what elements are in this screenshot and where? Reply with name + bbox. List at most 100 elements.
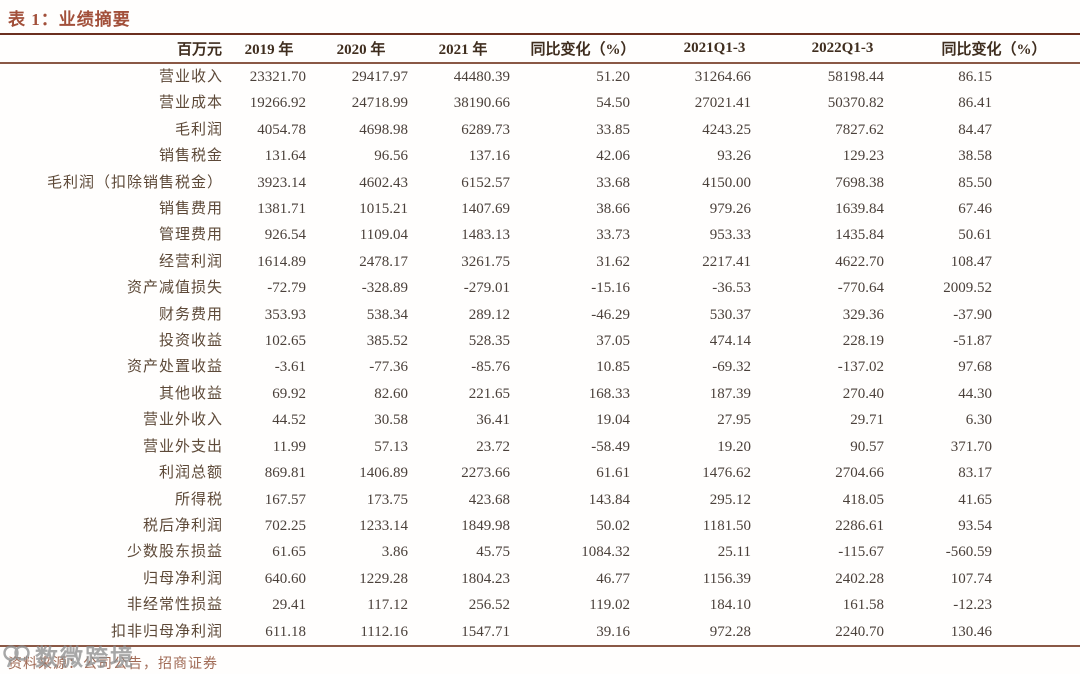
cell-value: 27.95 (717, 412, 751, 429)
cell-value: 31264.66 (694, 69, 751, 85)
cell-value: -69.32 (712, 359, 751, 376)
cell-value: -37.90 (953, 306, 992, 323)
cell-value: 119.02 (589, 597, 630, 614)
row-label: 销售费用 (158, 201, 223, 218)
row-label: 毛利润 (174, 121, 223, 138)
table-row: 营业收入 23321.70 29417.97 44480.39 51.20 31264.6… (0, 63, 1080, 90)
cell-value: -85.76 (471, 359, 510, 376)
cell-value: 39.16 (596, 623, 630, 640)
cell-value: 979.26 (709, 201, 751, 218)
cell-value: 353.93 (264, 306, 306, 323)
table-title: 表 1：业绩摘要 (8, 10, 131, 29)
table-row: 资产减值损失 -72.79 -328.89 -279.01 -15.16 -36.53 -7… (0, 275, 1080, 301)
cell-value: 167.57 (264, 491, 306, 508)
cell-value: 2704.66 (835, 465, 884, 482)
table-row: 营业外收入 44.52 30.58 36.41 19.04 27.95 29.71 6.30 (0, 407, 1080, 433)
cell-value: 29.41 (272, 597, 306, 614)
table-row: 扣非归母净利润 611.18 1112.16 1547.71 39.16 972.28 22… (0, 619, 1080, 646)
row-label: 营业成本 (158, 95, 223, 112)
cell-value: 4054.78 (257, 121, 306, 138)
cell-value: 57.13 (374, 438, 408, 455)
cell-value: 102.65 (264, 333, 306, 350)
cell-value: 1112.16 (360, 623, 408, 640)
cell-value: 256.52 (468, 597, 510, 614)
cell-value: 2402.28 (835, 570, 884, 587)
cell-value: 423.68 (468, 491, 510, 508)
cell-value: -279.01 (463, 280, 510, 297)
row-label: 投资收益 (158, 333, 223, 350)
cell-value: 38.58 (958, 148, 992, 165)
cell-value: 1407.69 (461, 201, 510, 218)
row-label: 资产减值损失 (126, 280, 223, 297)
table-row: 资产处置收益 -3.61 -77.36 -85.76 10.85 -69.32 -137.0… (0, 354, 1080, 380)
row-label: 税后净利润 (142, 517, 223, 534)
row-label: 营业外收入 (142, 412, 223, 429)
row-label: 少数股东损益 (126, 544, 223, 561)
cell-value: 1233.14 (359, 517, 408, 534)
cell-value: 6289.73 (461, 121, 510, 138)
cell-value: 640.60 (264, 570, 306, 587)
cell-value: -46.29 (591, 306, 630, 323)
cell-value: 1639.84 (835, 201, 884, 218)
row-label: 销售税金 (158, 148, 223, 165)
table-row: 经营利润 1614.89 2478.17 3261.75 31.62 2217.41 462… (0, 249, 1080, 275)
cell-value: 530.37 (709, 306, 751, 323)
cell-value: -770.64 (837, 280, 884, 297)
header-unit: 百万元 (0, 35, 228, 64)
cell-value: 19266.92 (249, 95, 306, 112)
cell-value: 61.61 (596, 465, 630, 482)
cell-value: 50.02 (596, 517, 630, 534)
source-note: 资料来源：公司公告，招商证券 (8, 656, 218, 672)
table-title-bar: 表 1：业绩摘要 (0, 0, 1080, 35)
cell-value: 1483.13 (461, 227, 510, 244)
cell-value: 23321.70 (249, 69, 306, 85)
cell-value: 418.05 (842, 491, 884, 508)
header-2021q1-3: 2021Q1-3 (652, 35, 777, 64)
performance-summary-table: 百万元 2019 年 2020 年 2021 年 同比变化（%） 2021Q1-… (0, 35, 1080, 647)
cell-value: 44480.39 (453, 69, 510, 85)
cell-value: -72.79 (267, 280, 306, 297)
cell-value: 168.33 (588, 385, 630, 402)
cell-value: 4243.25 (702, 121, 751, 138)
cell-value: -36.53 (712, 280, 751, 297)
cell-value: 45.75 (476, 544, 510, 561)
cell-value: 2478.17 (359, 253, 408, 270)
table-row: 营业外支出 11.99 57.13 23.72 -58.49 19.20 90.57 371.… (0, 434, 1080, 460)
header-yoy-quarterly: 同比变化（%） (908, 35, 1080, 64)
row-label: 营业外支出 (142, 438, 223, 455)
cell-value: 4698.98 (359, 121, 408, 138)
cell-value: 2286.61 (835, 517, 884, 534)
cell-value: 4150.00 (702, 174, 751, 191)
cell-value: 7698.38 (835, 174, 884, 191)
cell-value: -137.02 (837, 359, 884, 376)
table-row: 财务费用 353.93 538.34 289.12 -46.29 530.37 329.36… (0, 302, 1080, 328)
cell-value: -51.87 (953, 333, 992, 350)
cell-value: 385.52 (366, 333, 408, 350)
cell-value: 1435.84 (835, 227, 884, 244)
cell-value: 6.30 (965, 412, 992, 429)
cell-value: 50.61 (958, 227, 992, 244)
cell-value: 19.04 (596, 412, 630, 429)
cell-value: 93.54 (958, 517, 992, 534)
cell-value: 869.81 (264, 465, 306, 482)
cell-value: 29417.97 (351, 69, 408, 85)
table-row: 管理费用 926.54 1109.04 1483.13 33.73 953.33 1435.… (0, 222, 1080, 248)
cell-value: 108.47 (950, 253, 992, 270)
row-label: 归母净利润 (142, 570, 223, 587)
row-label: 管理费用 (158, 227, 223, 244)
cell-value: 51.20 (596, 69, 630, 85)
table-row: 投资收益 102.65 385.52 528.35 37.05 474.14 228.19 -… (0, 328, 1080, 354)
cell-value: 84.47 (958, 121, 992, 138)
cell-value: 4602.43 (359, 174, 408, 191)
row-label: 经营利润 (158, 253, 223, 270)
cell-value: 4622.70 (835, 253, 884, 270)
table-row: 销售税金 131.64 96.56 137.16 42.06 93.26 129.23 38.… (0, 143, 1080, 169)
cell-value: 611.18 (265, 623, 306, 640)
table-row: 所得税 167.57 173.75 423.68 143.84 295.12 418.05 4… (0, 487, 1080, 513)
header-2022q1-3: 2022Q1-3 (777, 35, 908, 64)
cell-value: 86.15 (958, 69, 992, 85)
cell-value: 143.84 (588, 491, 630, 508)
cell-value: 10.85 (596, 359, 630, 376)
cell-value: 953.33 (709, 227, 751, 244)
